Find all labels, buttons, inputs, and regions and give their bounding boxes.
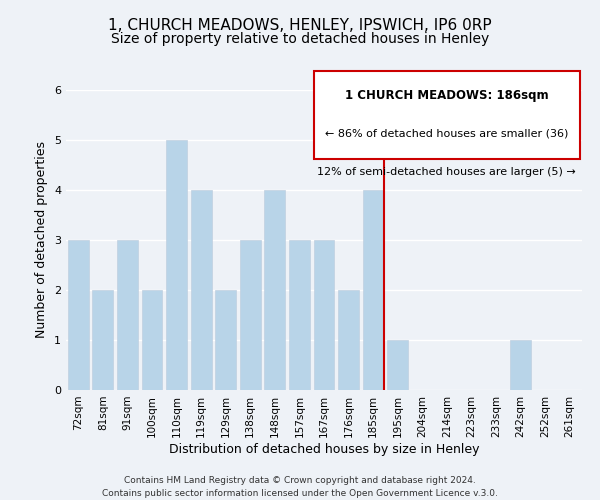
Bar	[265, 190, 286, 390]
X-axis label: Distribution of detached houses by size in Henley: Distribution of detached houses by size …	[169, 442, 479, 456]
Bar	[92, 290, 113, 390]
Text: 12% of semi-detached houses are larger (5) →: 12% of semi-detached houses are larger (…	[317, 167, 576, 177]
FancyBboxPatch shape	[314, 71, 580, 159]
Bar	[338, 290, 359, 390]
Bar	[191, 190, 212, 390]
Bar	[215, 290, 236, 390]
Bar	[289, 240, 310, 390]
Bar	[387, 340, 408, 390]
Bar	[240, 240, 261, 390]
Text: 1, CHURCH MEADOWS, HENLEY, IPSWICH, IP6 0RP: 1, CHURCH MEADOWS, HENLEY, IPSWICH, IP6 …	[108, 18, 492, 32]
Bar	[510, 340, 531, 390]
Bar	[68, 240, 89, 390]
Y-axis label: Number of detached properties: Number of detached properties	[35, 142, 49, 338]
Bar	[166, 140, 187, 390]
Text: Contains HM Land Registry data © Crown copyright and database right 2024.
Contai: Contains HM Land Registry data © Crown c…	[102, 476, 498, 498]
Text: 1 CHURCH MEADOWS: 186sqm: 1 CHURCH MEADOWS: 186sqm	[345, 89, 548, 102]
Text: ← 86% of detached houses are smaller (36): ← 86% of detached houses are smaller (36…	[325, 128, 569, 138]
Bar	[362, 190, 383, 390]
Bar	[314, 240, 334, 390]
Bar	[142, 290, 163, 390]
Bar	[117, 240, 138, 390]
Text: Size of property relative to detached houses in Henley: Size of property relative to detached ho…	[111, 32, 489, 46]
